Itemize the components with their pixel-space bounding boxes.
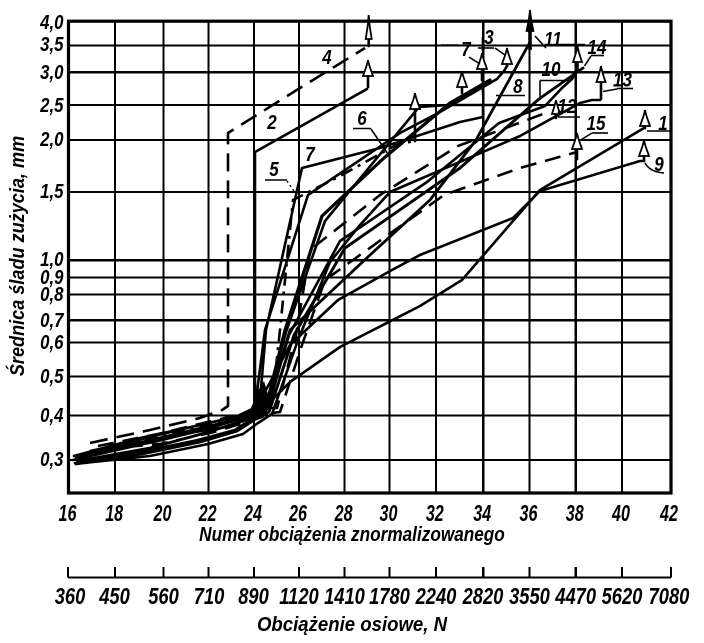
svg-text:2,0: 2,0: [39, 127, 64, 150]
svg-text:11: 11: [544, 28, 562, 51]
svg-text:0,6: 0,6: [40, 330, 64, 353]
svg-text:1: 1: [658, 112, 667, 135]
svg-text:28: 28: [334, 501, 353, 526]
svg-text:12: 12: [558, 95, 578, 118]
svg-text:0,7: 0,7: [40, 308, 65, 331]
svg-text:1410: 1410: [324, 584, 365, 610]
svg-text:22: 22: [198, 501, 217, 526]
svg-text:2: 2: [266, 111, 277, 134]
svg-text:32: 32: [426, 501, 444, 526]
svg-text:20: 20: [153, 501, 172, 526]
svg-text:26: 26: [288, 501, 307, 526]
svg-text:1120: 1120: [279, 584, 319, 610]
svg-text:3,0: 3,0: [40, 60, 64, 83]
svg-text:Średnica śladu zużycia, mm: Średnica śladu zużycia, mm: [6, 136, 29, 376]
svg-text:34: 34: [473, 501, 491, 526]
svg-text:2240: 2240: [415, 584, 457, 610]
svg-text:Obciążenie osiowe, N: Obciążenie osiowe, N: [257, 614, 448, 636]
svg-text:5: 5: [269, 158, 279, 181]
svg-text:1,5: 1,5: [40, 179, 64, 202]
svg-text:Numer obciążenia znormalizowan: Numer obciążenia znormalizowanego: [199, 523, 505, 546]
svg-text:3550: 3550: [509, 584, 550, 610]
svg-text:360: 360: [55, 584, 86, 610]
svg-text:890: 890: [238, 584, 269, 610]
svg-text:450: 450: [98, 584, 130, 610]
svg-text:560: 560: [148, 584, 179, 610]
svg-text:0,9: 0,9: [40, 265, 64, 288]
svg-text:10: 10: [542, 58, 562, 81]
svg-text:9: 9: [654, 153, 664, 176]
svg-text:30: 30: [380, 501, 398, 526]
svg-text:42: 42: [659, 501, 678, 526]
svg-text:36: 36: [520, 501, 539, 526]
svg-text:3,5: 3,5: [40, 32, 64, 55]
svg-text:0,5: 0,5: [40, 364, 64, 387]
svg-text:38: 38: [566, 501, 584, 526]
svg-text:710: 710: [194, 584, 225, 610]
svg-text:3: 3: [484, 26, 494, 49]
svg-text:2820: 2820: [462, 584, 504, 610]
svg-text:16: 16: [59, 501, 78, 526]
svg-text:8: 8: [513, 75, 523, 98]
svg-text:4470: 4470: [554, 584, 596, 610]
svg-text:4: 4: [321, 46, 331, 69]
svg-text:24: 24: [243, 501, 262, 526]
svg-text:40: 40: [611, 501, 630, 526]
svg-text:6: 6: [357, 107, 367, 130]
svg-text:2,5: 2,5: [39, 93, 64, 116]
svg-text:7: 7: [461, 38, 472, 61]
svg-text:7080: 7080: [649, 584, 690, 610]
svg-text:1780: 1780: [369, 584, 410, 610]
svg-text:1,0: 1,0: [40, 247, 64, 270]
svg-text:14: 14: [588, 36, 607, 59]
svg-text:15: 15: [587, 112, 607, 135]
svg-text:13: 13: [613, 68, 633, 91]
svg-text:7: 7: [305, 143, 316, 166]
svg-text:4,0: 4,0: [39, 10, 64, 33]
svg-text:5620: 5620: [602, 584, 643, 610]
svg-text:18: 18: [105, 501, 123, 526]
svg-text:0,3: 0,3: [40, 447, 64, 470]
svg-text:0,4: 0,4: [40, 403, 64, 426]
svg-text:0,8: 0,8: [40, 282, 64, 305]
